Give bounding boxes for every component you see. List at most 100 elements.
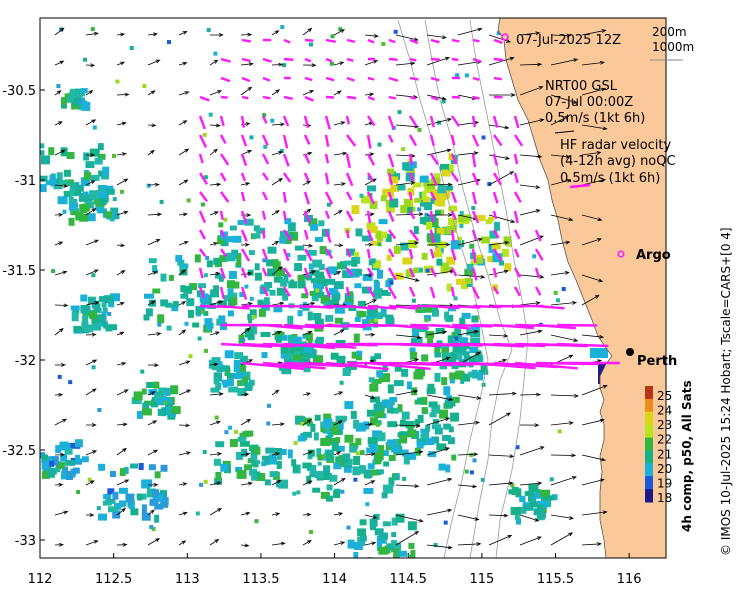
y-tick-label: -32.5 [2, 444, 36, 459]
sst-cell [184, 321, 189, 326]
hf-vector [261, 134, 269, 146]
sst-cell [362, 319, 369, 325]
hf-vector [262, 76, 271, 82]
gsl-vector [581, 124, 608, 131]
sst-cell [302, 301, 307, 306]
sst-cell [367, 463, 375, 470]
sst-cell [103, 494, 112, 499]
sst-cell [250, 453, 258, 461]
sst-cell [83, 194, 90, 203]
sst-cell [410, 351, 417, 360]
sst-cell [157, 322, 162, 327]
x-tick-label: 115 [469, 572, 494, 587]
gsl-vector [178, 423, 191, 428]
sst-cell [249, 296, 254, 301]
sst-cell [452, 345, 460, 355]
sst-cell [306, 475, 312, 484]
hf-vector [283, 38, 291, 44]
gsl-vector [364, 541, 377, 546]
sst-cell [165, 302, 173, 308]
sst-cell [367, 437, 378, 445]
sst-cell [440, 163, 449, 171]
gsl-vector [395, 484, 420, 488]
gsl-vector [116, 243, 126, 248]
sst-cell [408, 424, 413, 429]
sst-cell [92, 125, 97, 130]
colorbar-tick-label: 21 [657, 447, 672, 461]
sst-cell [435, 327, 445, 334]
sst-cell [382, 188, 392, 197]
sst-cell [443, 520, 448, 525]
hf-vector [471, 191, 478, 205]
hf-vector [240, 191, 246, 202]
sst-cell [381, 41, 386, 46]
colorbar-swatch [645, 437, 653, 451]
colorbar-tick-label: 19 [657, 476, 672, 490]
sst-cell [141, 408, 152, 416]
sst-cell [308, 218, 318, 227]
sst-cell [66, 96, 74, 103]
sst-cell [239, 355, 248, 363]
sst-cell [180, 285, 186, 293]
hf-vector [346, 38, 356, 43]
sst-cell [402, 162, 412, 171]
sst-cell [417, 127, 422, 132]
credit-text: © IMOS 10-Jul-2025 15:24 Hobart; Tscale=… [719, 227, 733, 556]
hf-vector [535, 323, 576, 330]
sst-cell [434, 196, 442, 206]
sst-cell [283, 238, 292, 244]
sst-cell [287, 449, 293, 459]
sst-cell [130, 463, 139, 469]
sst-cell [278, 479, 288, 489]
sst-cell [200, 202, 205, 207]
gsl-vector [86, 423, 97, 427]
sst-cell [430, 305, 439, 312]
sst-cell [289, 233, 295, 239]
gsl-vector [519, 62, 543, 67]
sst-cell [224, 368, 231, 376]
sst-cell [55, 445, 62, 454]
argo-marker [617, 250, 625, 258]
sst-cell [160, 499, 169, 508]
sst-cell [313, 283, 323, 293]
sst-cell [66, 471, 73, 480]
sst-cell [383, 461, 390, 467]
sst-cell [282, 293, 289, 301]
sst-cell [82, 315, 89, 324]
sst-cell [40, 184, 47, 193]
hf-vector [388, 57, 398, 61]
sst-cell [177, 259, 185, 266]
sst-cell [391, 532, 397, 537]
sst-cell [351, 205, 360, 215]
sst-cell [310, 464, 317, 474]
sst-cell [163, 401, 168, 405]
sst-cell [47, 467, 57, 475]
hf-scale: 0.5m/s (1kt 6h) [560, 171, 660, 186]
sst-cell [344, 458, 353, 465]
hf-vector [345, 172, 354, 187]
sst-cell [171, 304, 179, 312]
sst-cell [367, 185, 376, 192]
sst-cell [380, 195, 387, 202]
hf-vector [303, 229, 309, 240]
sst-cell [406, 381, 412, 390]
sst-cell [407, 187, 415, 196]
gsl-vector [54, 452, 66, 457]
gsl-vector [364, 452, 376, 457]
gsl-vector [147, 538, 161, 546]
gsl-vector [426, 56, 450, 66]
gsl-vector [581, 385, 608, 396]
gsl-vector [333, 541, 346, 546]
hf-vector [492, 248, 503, 262]
sst-cell [61, 471, 69, 478]
hf-vector [556, 342, 609, 348]
gsl-vector [147, 482, 159, 487]
hf-vector [387, 267, 397, 281]
sst-cell [83, 152, 90, 161]
sst-cell [387, 408, 394, 414]
gsl-vector [147, 420, 158, 426]
sst-cell [52, 456, 59, 466]
hf-vector [198, 210, 207, 224]
sst-cell [94, 157, 103, 165]
sst-cell [77, 100, 82, 104]
